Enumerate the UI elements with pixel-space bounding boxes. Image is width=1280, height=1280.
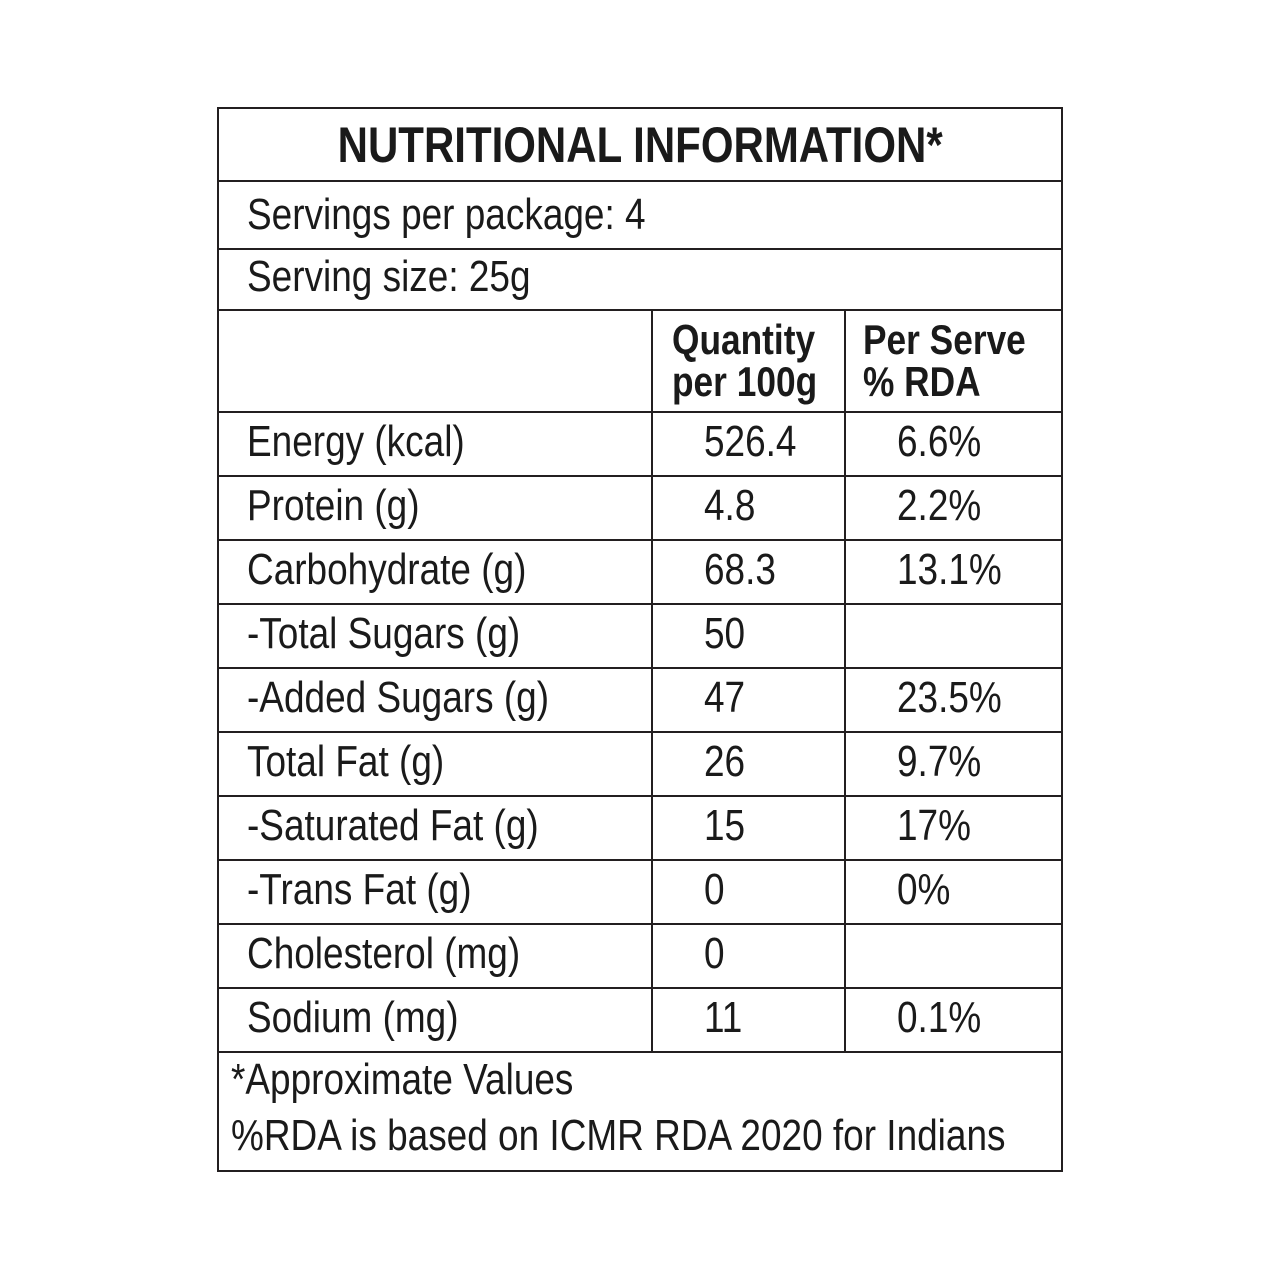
column-divider xyxy=(844,733,846,795)
column-divider xyxy=(651,733,653,795)
quantity-value: 50 xyxy=(704,609,746,658)
nutrient-name: Sodium (mg) xyxy=(247,993,459,1042)
column-divider xyxy=(844,477,846,539)
nutrient-row: -Trans Fat (g) 0 0% xyxy=(219,861,1061,925)
column-divider xyxy=(844,797,846,859)
column-divider xyxy=(844,925,846,987)
column-divider xyxy=(844,311,846,411)
column-divider xyxy=(844,541,846,603)
column-header-row: Quantity per 100g Per Serve % RDA xyxy=(219,311,1061,413)
quantity-value: 526.4 xyxy=(704,417,797,466)
quantity-value: 15 xyxy=(704,801,746,850)
rda-value: 17% xyxy=(897,801,971,850)
nutrient-row: Cholesterol (mg) 0 xyxy=(219,925,1061,989)
nutrient-row: -Added Sugars (g) 47 23.5% xyxy=(219,669,1061,733)
column-divider xyxy=(844,861,846,923)
nutrient-row: Carbohydrate (g) 68.3 13.1% xyxy=(219,541,1061,605)
nutrient-name: Energy (kcal) xyxy=(247,417,465,466)
quantity-value: 0 xyxy=(704,865,725,914)
nutrient-row: -Total Sugars (g) 50 xyxy=(219,605,1061,669)
footer-note-rda: %RDA is based on ICMR RDA 2020 for India… xyxy=(231,1111,1006,1160)
column-divider xyxy=(651,925,653,987)
nutrient-name: -Total Sugars (g) xyxy=(247,609,521,658)
quantity-value: 68.3 xyxy=(704,545,776,594)
column-divider xyxy=(844,605,846,667)
serving-size: Serving size: 25g xyxy=(247,252,531,301)
column-divider xyxy=(651,861,653,923)
rda-value: 9.7% xyxy=(897,737,982,786)
nutrient-row: Energy (kcal) 526.4 6.6% xyxy=(219,413,1061,477)
column-divider xyxy=(651,605,653,667)
quantity-header: Quantity per 100g xyxy=(672,316,818,405)
quantity-value: 4.8 xyxy=(704,481,756,530)
nutrition-label: NUTRITIONAL INFORMATION* Servings per pa… xyxy=(217,107,1063,1172)
servings-row: Servings per package: 4 xyxy=(219,182,1061,250)
column-divider xyxy=(651,311,653,411)
rda-header: Per Serve % RDA xyxy=(863,316,1026,405)
column-divider xyxy=(844,413,846,475)
quantity-value: 47 xyxy=(704,673,746,722)
column-divider xyxy=(651,541,653,603)
rda-value: 13.1% xyxy=(897,545,1002,594)
nutrient-name: Total Fat (g) xyxy=(247,737,445,786)
nutrient-row: Protein (g) 4.8 2.2% xyxy=(219,477,1061,541)
column-divider xyxy=(651,669,653,731)
quantity-value: 11 xyxy=(704,993,743,1042)
quantity-value: 26 xyxy=(704,737,746,786)
footer: *Approximate Values %RDA is based on ICM… xyxy=(219,1053,1061,1170)
column-divider xyxy=(844,669,846,731)
servings-per-package: Servings per package: 4 xyxy=(247,190,646,239)
rda-value: 0.1% xyxy=(897,993,982,1042)
footer-note-approximate: *Approximate Values xyxy=(231,1055,574,1104)
nutrient-name: -Added Sugars (g) xyxy=(247,673,550,722)
quantity-value: 0 xyxy=(704,929,725,978)
serving-size-row: Serving size: 25g xyxy=(219,250,1061,311)
nutrient-name: Cholesterol (mg) xyxy=(247,929,521,978)
label-title: NUTRITIONAL INFORMATION* xyxy=(337,117,943,173)
nutrient-name: Protein (g) xyxy=(247,481,420,530)
rda-value: 2.2% xyxy=(897,481,982,530)
nutrient-name: Carbohydrate (g) xyxy=(247,545,527,594)
column-divider xyxy=(844,989,846,1051)
nutrient-row: Total Fat (g) 26 9.7% xyxy=(219,733,1061,797)
column-divider xyxy=(651,989,653,1051)
column-divider xyxy=(651,477,653,539)
rda-value: 0% xyxy=(897,865,951,914)
title-row: NUTRITIONAL INFORMATION* xyxy=(219,109,1061,182)
rda-value: 23.5% xyxy=(897,673,1002,722)
rda-value: 6.6% xyxy=(897,417,982,466)
nutrient-name: -Trans Fat (g) xyxy=(247,865,472,914)
nutrient-row: -Saturated Fat (g) 15 17% xyxy=(219,797,1061,861)
column-divider xyxy=(651,413,653,475)
nutrient-name: -Saturated Fat (g) xyxy=(247,801,539,850)
nutrient-row: Sodium (mg) 11 0.1% xyxy=(219,989,1061,1053)
column-divider xyxy=(651,797,653,859)
